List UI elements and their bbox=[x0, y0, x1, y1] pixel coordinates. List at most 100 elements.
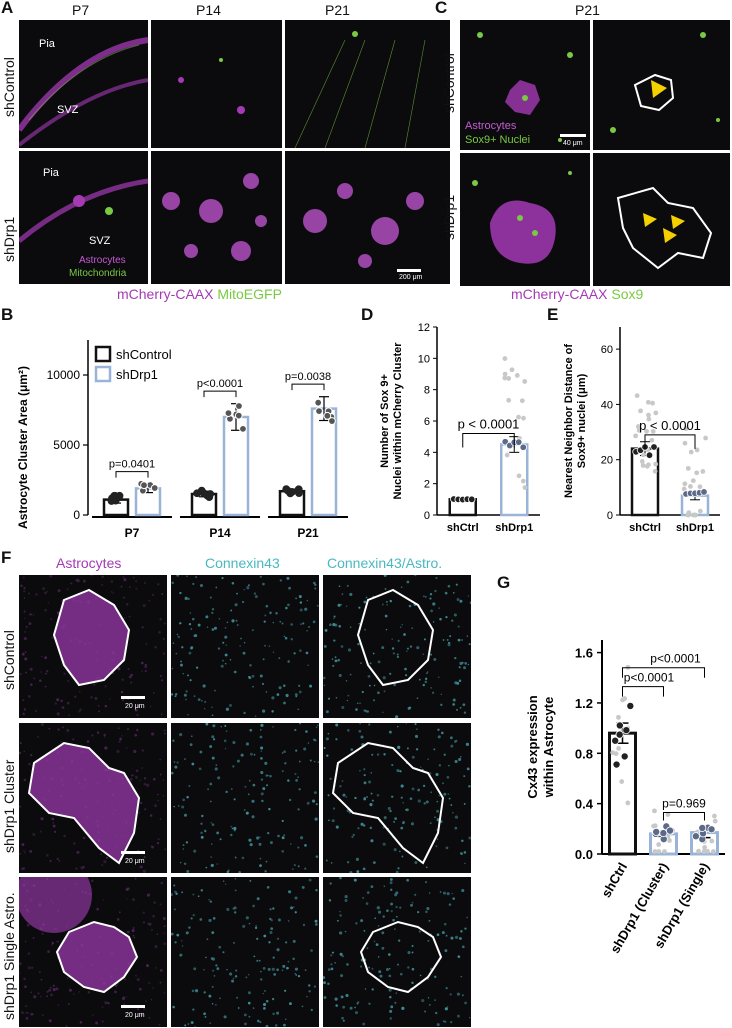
texture-speck bbox=[465, 742, 470, 746]
texture-speck bbox=[32, 1013, 34, 1016]
texture-speck bbox=[210, 957, 214, 960]
scale-label: 20 μm bbox=[125, 1012, 145, 1019]
texture-speck bbox=[230, 609, 233, 612]
texture-speck bbox=[450, 744, 454, 748]
texture-speck bbox=[24, 630, 27, 633]
texture-speck bbox=[386, 604, 388, 606]
texture-speck bbox=[427, 997, 430, 999]
texture-speck bbox=[208, 899, 210, 901]
texture-speck bbox=[268, 807, 271, 811]
texture-speck bbox=[200, 835, 204, 839]
panel-a-letter: A bbox=[1, 0, 14, 17]
texture-speck bbox=[122, 996, 126, 1000]
texture-speck bbox=[112, 592, 115, 594]
texture-speck bbox=[232, 907, 235, 910]
texture-speck bbox=[414, 860, 418, 864]
texture-speck bbox=[209, 596, 212, 599]
texture-speck bbox=[156, 841, 160, 845]
texture-speck bbox=[384, 588, 387, 590]
p-value-label: p < 0.0001 bbox=[639, 418, 701, 433]
texture-speck bbox=[56, 698, 60, 702]
texture-speck bbox=[446, 775, 450, 779]
texture-speck bbox=[240, 753, 244, 757]
texture-speck bbox=[325, 737, 329, 741]
texture-speck bbox=[314, 587, 317, 590]
texture-speck bbox=[249, 843, 253, 847]
texture-speck bbox=[103, 733, 106, 737]
texture-speck bbox=[307, 625, 311, 629]
legend-label: shDrp1 bbox=[116, 367, 158, 382]
texture-speck bbox=[288, 798, 292, 802]
texture-speck bbox=[376, 794, 380, 797]
texture-speck bbox=[188, 651, 192, 655]
texture-speck bbox=[351, 835, 354, 839]
texture-speck bbox=[114, 984, 118, 987]
texture-speck bbox=[174, 765, 178, 769]
texture-speck bbox=[191, 762, 195, 766]
texture-speck bbox=[30, 991, 32, 994]
texture-speck bbox=[447, 643, 451, 647]
texture-speck bbox=[182, 672, 185, 675]
texture-speck bbox=[283, 1023, 286, 1027]
texture-speck bbox=[118, 740, 121, 743]
texture-speck bbox=[172, 642, 175, 644]
texture-speck bbox=[148, 599, 151, 602]
data-point-grey bbox=[701, 849, 707, 854]
texture-speck bbox=[27, 592, 31, 595]
texture-speck bbox=[79, 708, 82, 711]
texture-speck bbox=[356, 702, 359, 705]
texture-speck bbox=[52, 824, 56, 828]
texture-speck bbox=[307, 742, 310, 744]
texture-speck bbox=[23, 587, 26, 590]
texture-speck bbox=[259, 575, 262, 578]
texture-speck bbox=[248, 922, 251, 925]
texture-speck bbox=[211, 608, 215, 611]
data-point-grey bbox=[656, 842, 662, 847]
texture-speck bbox=[457, 625, 460, 628]
data-point bbox=[519, 443, 527, 451]
texture-speck bbox=[213, 626, 217, 630]
texture-speck bbox=[333, 639, 336, 642]
texture-speck bbox=[461, 661, 464, 664]
texture-speck bbox=[422, 683, 425, 687]
texture-speck bbox=[258, 836, 261, 839]
texture-speck bbox=[267, 831, 270, 835]
significance-bracket bbox=[644, 434, 696, 449]
texture-speck bbox=[82, 579, 86, 583]
texture-speck bbox=[285, 606, 288, 610]
texture-speck bbox=[425, 881, 427, 884]
texture-speck bbox=[27, 966, 31, 970]
texture-speck bbox=[226, 907, 230, 912]
legend-swatch bbox=[94, 345, 112, 363]
texture-speck bbox=[395, 715, 399, 718]
panel-f-image: 20 μm bbox=[19, 575, 167, 718]
texture-speck bbox=[243, 809, 246, 811]
texture-speck bbox=[323, 645, 327, 648]
texture-speck bbox=[142, 604, 146, 608]
texture-speck bbox=[107, 1001, 110, 1005]
texture-speck bbox=[25, 671, 28, 674]
texture-speck bbox=[104, 704, 108, 708]
texture-speck bbox=[34, 709, 38, 713]
texture-speck bbox=[386, 968, 389, 971]
data-point bbox=[698, 823, 707, 832]
texture-speck bbox=[192, 914, 195, 917]
texture-speck bbox=[189, 679, 192, 682]
texture-speck bbox=[329, 623, 332, 626]
texture-speck bbox=[302, 622, 305, 625]
texture-speck bbox=[22, 699, 25, 702]
texture-speck bbox=[138, 987, 142, 991]
texture-speck bbox=[233, 670, 237, 674]
texture-speck bbox=[382, 711, 384, 714]
texture-speck bbox=[136, 1008, 140, 1011]
texture-speck bbox=[260, 750, 262, 752]
texture-speck bbox=[234, 889, 237, 892]
panel-a-col-p7: P7 bbox=[72, 2, 90, 18]
texture-speck bbox=[281, 850, 285, 853]
texture-speck bbox=[19, 672, 22, 675]
panel-c-row-shcontrol: shControl bbox=[441, 53, 457, 113]
data-point-grey bbox=[646, 416, 652, 422]
texture-speck bbox=[298, 690, 302, 694]
texture-speck bbox=[254, 926, 258, 930]
texture-speck bbox=[247, 584, 250, 587]
